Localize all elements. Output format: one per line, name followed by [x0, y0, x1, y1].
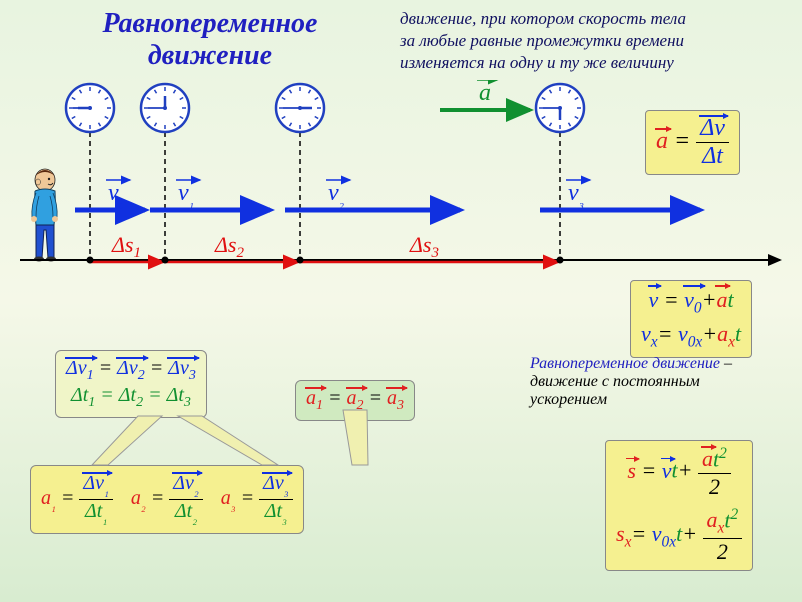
svg-text:v₁: v₁ [178, 180, 194, 210]
svg-text:Δs1: Δs1 [111, 232, 141, 261]
svg-text:Δs2: Δs2 [214, 232, 244, 261]
svg-text:v₃: v₃ [568, 180, 584, 210]
def-l2: за любые равные промежутки времени [400, 30, 790, 52]
def-l1: движение, при котором скорость тела [400, 8, 790, 30]
title-line1: Равнопеременное [40, 8, 380, 40]
formula-acceleration: a = ΔvΔt [645, 110, 740, 175]
svg-text:v₂: v₂ [328, 180, 345, 210]
callout-a-equal: a1 = a2 = a3 [295, 380, 415, 421]
definition-text: движение, при котором скорость тела за л… [400, 8, 790, 74]
formula-velocity: v = v0+at vx= v0x+axt [630, 280, 752, 358]
callout-a-definitions: a₁ = Δv₁Δt₁a₂ = Δv₂Δt₂a₃ = Δv₃Δt₃ [30, 465, 304, 534]
formula-displacement: s = vt+ at22 sx= v0xt+ axt22 [605, 440, 753, 571]
svg-text:a: a [479, 80, 491, 106]
title-line2: движение [40, 40, 380, 72]
svg-text:v₀: v₀ [108, 180, 124, 210]
note-text: Равнопеременное движение – движение с по… [530, 355, 790, 409]
svg-text:Δs3: Δs3 [409, 232, 439, 261]
main-title: Равнопеременное движение [40, 8, 380, 72]
callout-dv-dt: Δv1 = Δv2 = Δv3 Δt1 = Δt2 = Δt3 [55, 350, 207, 418]
def-l3: изменяется на одну и ту же величину [400, 52, 790, 74]
